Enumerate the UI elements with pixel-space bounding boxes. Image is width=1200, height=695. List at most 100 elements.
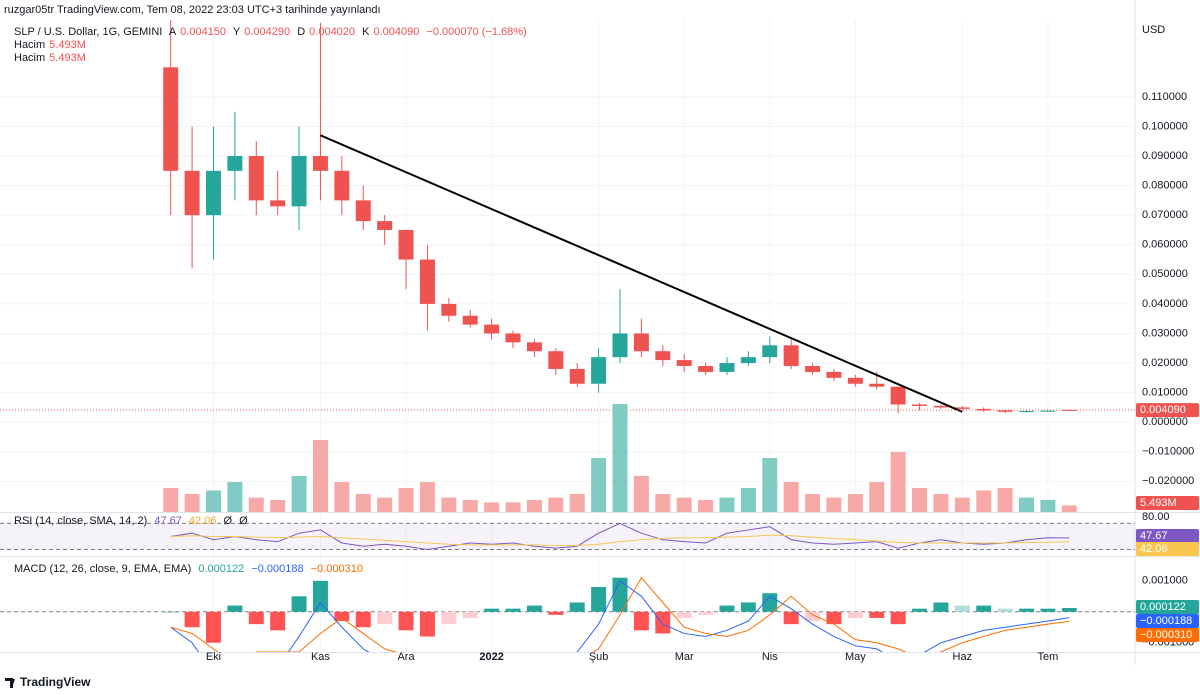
- candle-body: [719, 363, 735, 372]
- macd-histogram-bar: [312, 580, 328, 612]
- macd-histogram-bar: [890, 611, 906, 625]
- volume-bar: [612, 404, 628, 512]
- candle-body: [377, 221, 393, 230]
- trend-line: [320, 134, 963, 413]
- macd-histogram-bar: [291, 596, 307, 612]
- volume-bar: [334, 482, 350, 512]
- axis-value-box: [1136, 628, 1199, 642]
- ohlc-key: A: [168, 26, 177, 38]
- volume-bar: [826, 497, 842, 512]
- volume-bar: [890, 452, 906, 512]
- axis-value-label: −0.000188: [1140, 615, 1192, 627]
- volume-bar: [548, 497, 564, 512]
- x-tick-label: Kas: [311, 651, 330, 663]
- candle-body: [312, 156, 328, 171]
- candle-body: [933, 405, 949, 408]
- volume-bar: [655, 494, 671, 512]
- y-tick-label: −0.020000: [1142, 475, 1194, 487]
- macd-series: [0, 576, 1135, 652]
- symbol: SLP / U.S. Dollar, 1G, GEMINI: [14, 26, 163, 38]
- macd-histogram-bar: [441, 611, 457, 625]
- x-tick-label: Eki: [206, 651, 221, 663]
- macd-hist-value: 0.000122: [198, 563, 245, 575]
- axis-value-label: 5.493M: [1140, 497, 1177, 509]
- price-series: [0, 20, 1135, 414]
- candle-body: [526, 342, 542, 352]
- macd-value: −0.000188: [251, 563, 304, 575]
- macd-signal-value: −0.000310: [310, 563, 363, 575]
- macd-title: MACD (12, 26, close, 9, EMA, EMA): [14, 563, 192, 575]
- volume-value: 5.493M: [49, 52, 86, 64]
- volume-bar: [441, 497, 457, 512]
- volume-bar: [933, 494, 949, 512]
- y-tick-label: 0.020000: [1142, 357, 1188, 369]
- macd-histogram-bar: [655, 611, 671, 634]
- macd-histogram-bar: [355, 611, 371, 628]
- macd-histogram-bar: [933, 602, 949, 612]
- candle-body: [762, 345, 778, 358]
- candle-body: [826, 371, 842, 378]
- x-tick-label: Tem: [1038, 651, 1059, 663]
- candle-body: [847, 377, 863, 384]
- x-tick-label: Mar: [675, 651, 694, 663]
- volume-bar: [591, 458, 607, 512]
- candle-body: [505, 333, 521, 343]
- candle-body: [227, 156, 243, 171]
- macd-histogram-bar: [377, 611, 393, 625]
- macd-histogram-bar: [719, 605, 735, 612]
- macd-histogram-bar: [484, 608, 500, 612]
- volume-bar: [227, 482, 243, 512]
- volume-bar: [847, 494, 863, 512]
- axis-value-box: [1136, 529, 1199, 543]
- ohlc-key: K: [362, 26, 370, 38]
- x-tick-label: Ara: [397, 651, 415, 663]
- axis-value-label: 0.000122: [1140, 601, 1186, 613]
- volume-bar: [569, 494, 585, 512]
- candle-body: [997, 410, 1013, 412]
- candle-body: [633, 333, 649, 352]
- candle-body: [206, 170, 221, 216]
- volume-bar: [912, 488, 928, 512]
- y-tick-label: 80.00: [1142, 511, 1170, 523]
- volume-value: 5.493M: [49, 39, 86, 51]
- macd-histogram-bar: [783, 611, 799, 625]
- macd-histogram-bar: [227, 605, 243, 612]
- macd-histogram-bar: [1061, 607, 1077, 612]
- x-tick-label: Haz: [953, 651, 973, 663]
- macd-histogram-bar: [826, 611, 842, 625]
- macd-histogram-bar: [206, 611, 221, 643]
- macd-histogram-bar: [163, 611, 179, 613]
- macd-histogram-bar: [398, 611, 414, 631]
- y-tick-label: 0.001000: [1142, 575, 1188, 587]
- macd-histogram-bar: [1040, 608, 1056, 612]
- change: −0.000070 (−1.68%): [426, 26, 527, 38]
- macd-histogram-bar: [248, 611, 264, 625]
- candle-body: [419, 259, 435, 304]
- y-tick-label: 0.050000: [1142, 268, 1188, 280]
- y-tick-label: 0.000000: [1142, 416, 1188, 428]
- y-tick-label: 0.090000: [1142, 150, 1188, 162]
- candle-body: [441, 303, 457, 316]
- macd-histogram-bar: [676, 611, 692, 618]
- axis-value-box: [1136, 614, 1199, 628]
- candle-body: [184, 170, 200, 216]
- candle-body: [1040, 410, 1056, 412]
- volume-bar: [526, 500, 542, 512]
- volume-bar: [206, 490, 221, 512]
- candle-body: [591, 357, 607, 384]
- x-tick-label: May: [845, 651, 866, 663]
- macd-histogram-bar: [526, 605, 542, 612]
- candle-body: [398, 229, 414, 260]
- axis-value-label: 42.06: [1140, 543, 1168, 555]
- y-tick-label: 0.100000: [1142, 120, 1188, 132]
- y-tick-label: 0.030000: [1142, 327, 1188, 339]
- candle-body: [783, 345, 799, 367]
- volume-bar: [312, 440, 328, 512]
- macd-histogram-bar: [462, 611, 478, 618]
- candle-body: [676, 360, 692, 367]
- ohlc-key: D: [297, 26, 306, 38]
- macd-line: [170, 580, 1070, 652]
- volume-bar: [954, 497, 970, 512]
- volume-bar: [163, 488, 179, 512]
